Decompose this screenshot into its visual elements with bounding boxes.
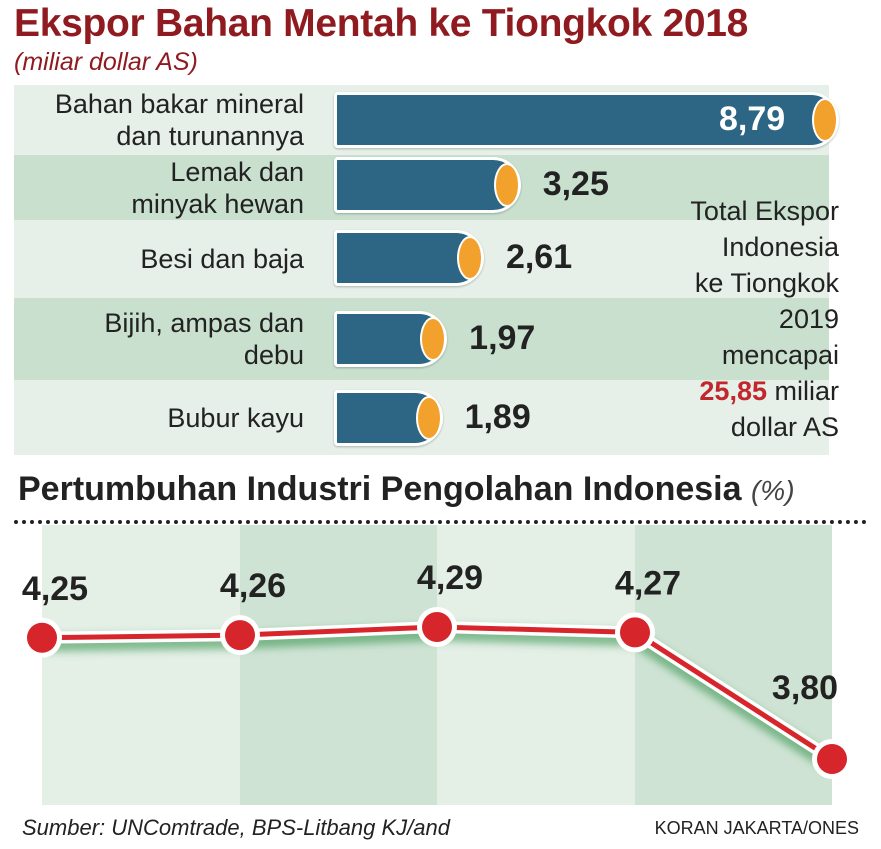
data-point (27, 622, 57, 653)
total-note-line: Total Ekspor (690, 196, 839, 226)
column-band (42, 525, 240, 805)
bar (334, 157, 521, 213)
point-value-label: 4,27 (615, 564, 681, 602)
dotted-divider (14, 520, 867, 524)
bar-cap (456, 236, 483, 280)
category-label: Bijih, ampas dan debu (104, 308, 304, 370)
total-unit: miliar (774, 376, 840, 406)
data-point (620, 617, 650, 648)
column-band (437, 525, 635, 805)
category-label: Bubur kayu (167, 402, 304, 433)
bar-cap (415, 396, 442, 440)
total-note-line: Indonesia (721, 232, 839, 262)
bar (334, 390, 443, 446)
source-text: Sumber: UNComtrade, BPS-Litbang KJ/and (22, 815, 450, 840)
column-band (240, 525, 437, 805)
point-value-label: 4,26 (220, 567, 286, 605)
data-point (817, 744, 847, 774)
total-export-note: Total Ekspor Indonesia ke Tiongkok 2019 … (599, 193, 839, 445)
category-label: Lemak dan minyak hewan (131, 156, 304, 219)
bar (334, 92, 839, 148)
data-point (225, 620, 255, 651)
category-label: Besi dan baja (140, 244, 304, 274)
point-value-label: 4,25 (22, 570, 88, 608)
total-note-line: dollar AS (730, 412, 839, 442)
data-point (422, 612, 452, 642)
bar-value-label: 3,25 (542, 165, 609, 203)
line-chart-title-text: Pertumbuhan Industri Pengolahan Indonesi… (18, 470, 742, 508)
bar-cap (493, 163, 520, 207)
category-label: Bahan bakar mineral dan turunannya (54, 89, 304, 151)
point-value-label: 3,80 (772, 669, 838, 707)
total-note-line: 2019 (778, 304, 839, 334)
line-chart-title: Pertumbuhan Industri Pengolahan Indonesi… (18, 470, 795, 509)
total-note-line: 25,85 miliar (599, 373, 839, 409)
bar (334, 230, 484, 286)
bar (334, 311, 448, 367)
total-value: 25,85 (699, 376, 767, 406)
total-note-line: mencapai (721, 340, 839, 370)
total-note-line: ke Tiongkok (694, 268, 839, 298)
line-chart-unit: (%) (750, 475, 795, 506)
bar-value-label: 2,61 (505, 238, 573, 276)
chart-subtitle: (miliar dollar AS) (14, 48, 198, 76)
bar-cap (420, 317, 447, 361)
bar-value-label: 8,79 (719, 100, 786, 138)
bar-cap (812, 98, 838, 142)
bar-value-label: 1,89 (464, 398, 531, 436)
point-value-label: 4,29 (417, 559, 483, 597)
bar-value-label: 1,97 (469, 319, 536, 357)
chart-title: Ekspor Bahan Mentah ke Tiongkok 2018 (14, 2, 749, 45)
credit-text: KORAN JAKARTA/ONES (654, 818, 859, 838)
